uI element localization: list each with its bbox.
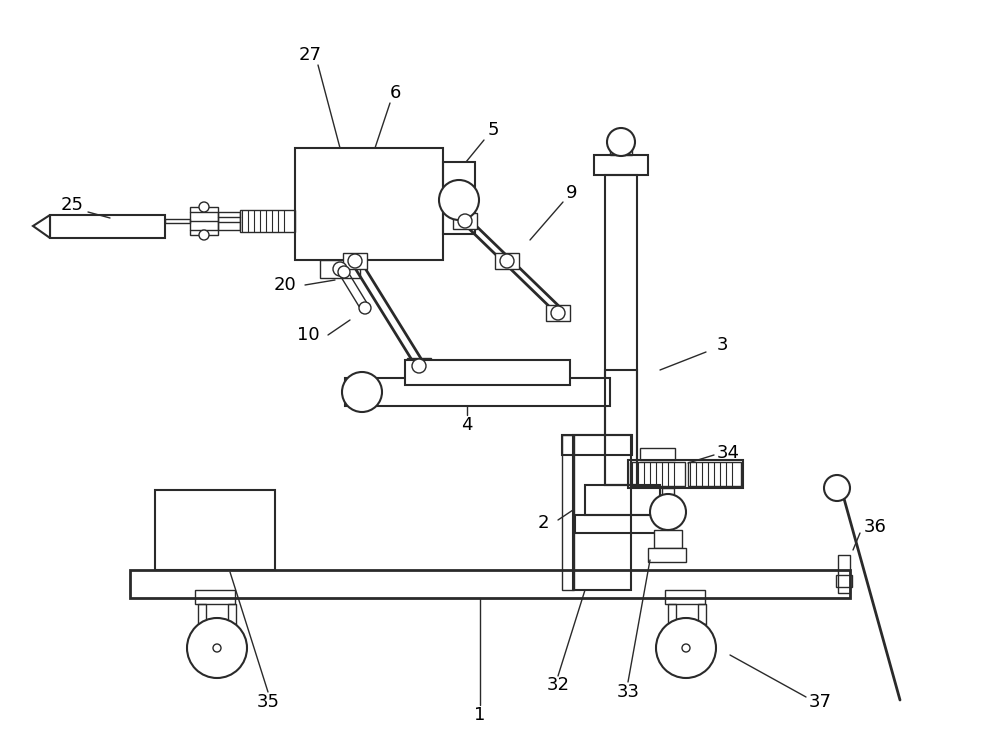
Text: 2: 2: [537, 514, 549, 532]
Circle shape: [342, 372, 382, 412]
Text: 34: 34: [716, 444, 740, 462]
Circle shape: [439, 180, 479, 220]
Bar: [688, 462, 741, 486]
Bar: [628, 460, 743, 488]
Bar: [630, 462, 685, 486]
Bar: [50, 215, 165, 238]
Bar: [443, 162, 475, 234]
Bar: [665, 590, 705, 604]
Circle shape: [338, 266, 350, 278]
Bar: [345, 378, 610, 406]
Text: 25: 25: [61, 196, 84, 214]
Circle shape: [187, 618, 247, 678]
Text: 4: 4: [461, 416, 473, 434]
Circle shape: [607, 128, 635, 156]
Bar: [575, 515, 670, 533]
Text: 1: 1: [474, 706, 486, 724]
Bar: [495, 253, 519, 269]
Text: 5: 5: [487, 121, 499, 139]
Bar: [610, 135, 632, 155]
Text: 35: 35: [257, 693, 280, 711]
Bar: [295, 148, 443, 260]
Bar: [654, 530, 682, 548]
Circle shape: [213, 644, 221, 652]
Text: 3: 3: [716, 336, 728, 354]
Bar: [640, 448, 675, 460]
Bar: [453, 213, 477, 229]
Circle shape: [682, 644, 690, 652]
Circle shape: [359, 302, 371, 314]
Bar: [240, 210, 295, 232]
Text: 37: 37: [808, 693, 832, 711]
Circle shape: [551, 306, 565, 320]
Bar: [165, 219, 190, 223]
Bar: [198, 604, 206, 624]
Text: 27: 27: [299, 46, 322, 64]
Circle shape: [348, 254, 362, 268]
Text: 33: 33: [616, 683, 640, 701]
Text: 10: 10: [297, 326, 319, 344]
Bar: [668, 604, 676, 624]
Bar: [648, 548, 686, 562]
Bar: [190, 207, 218, 235]
Circle shape: [199, 230, 209, 240]
Bar: [605, 370, 637, 485]
Bar: [836, 575, 852, 587]
Bar: [218, 212, 240, 230]
Bar: [195, 590, 235, 604]
Circle shape: [500, 254, 514, 268]
Text: 32: 32: [546, 676, 570, 694]
Bar: [130, 570, 850, 598]
Bar: [573, 435, 631, 590]
Bar: [546, 305, 570, 321]
Text: 36: 36: [864, 518, 886, 536]
Text: 9: 9: [566, 184, 578, 202]
Bar: [605, 175, 637, 485]
Bar: [405, 360, 570, 385]
Polygon shape: [33, 215, 50, 238]
Bar: [698, 604, 706, 624]
Bar: [155, 490, 275, 570]
Bar: [838, 555, 850, 593]
Circle shape: [199, 202, 209, 212]
Bar: [594, 155, 648, 175]
Circle shape: [412, 359, 426, 373]
Bar: [662, 488, 674, 512]
Bar: [585, 485, 660, 515]
Bar: [320, 260, 360, 278]
Text: 20: 20: [274, 276, 296, 294]
Circle shape: [333, 262, 347, 276]
Circle shape: [656, 618, 716, 678]
Bar: [343, 253, 367, 269]
Circle shape: [458, 214, 472, 228]
Text: 6: 6: [389, 84, 401, 102]
Bar: [228, 604, 236, 624]
Circle shape: [650, 494, 686, 530]
Bar: [562, 435, 574, 590]
Bar: [562, 435, 632, 455]
Bar: [407, 358, 431, 374]
Circle shape: [824, 475, 850, 501]
